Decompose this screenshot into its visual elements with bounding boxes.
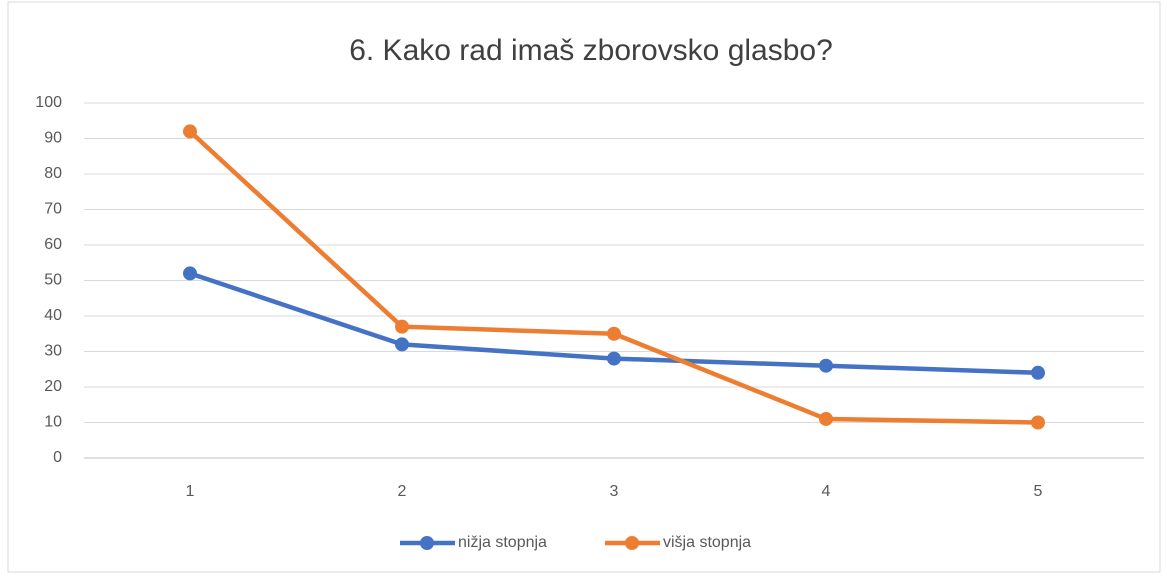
y-tick-label: 20 [44, 378, 62, 395]
legend-marker [420, 536, 434, 550]
data-point [183, 124, 197, 139]
legend-label: nižja stopnja [458, 534, 547, 551]
chart-title: 6. Kako rad imaš zborovsko glasbo? [349, 34, 833, 67]
data-point [607, 351, 621, 366]
chart-border [7, 1, 1161, 573]
y-tick-label: 40 [44, 307, 62, 324]
data-point [607, 326, 621, 341]
data-point [395, 337, 409, 352]
legend-marker [625, 536, 639, 550]
x-tick-label: 4 [822, 483, 831, 500]
x-tick-label: 2 [398, 483, 407, 500]
data-point [1031, 365, 1045, 380]
data-point [819, 358, 833, 373]
data-point [819, 411, 833, 426]
y-tick-label: 100 [35, 94, 62, 111]
y-tick-label: 30 [44, 343, 62, 360]
y-tick-label: 10 [44, 414, 62, 431]
x-tick-label: 1 [186, 483, 195, 500]
data-point [1031, 415, 1045, 430]
x-tick-label: 3 [610, 483, 619, 500]
y-tick-label: 0 [53, 449, 62, 466]
y-tick-label: 90 [44, 130, 62, 147]
data-point [395, 319, 409, 334]
y-tick-label: 50 [44, 272, 62, 289]
y-tick-label: 80 [44, 165, 62, 182]
legend-label: višja stopnja [663, 534, 751, 551]
y-tick-label: 70 [44, 201, 62, 218]
y-tick-label: 60 [44, 236, 62, 253]
data-point [183, 266, 197, 281]
x-tick-label: 5 [1034, 483, 1043, 500]
